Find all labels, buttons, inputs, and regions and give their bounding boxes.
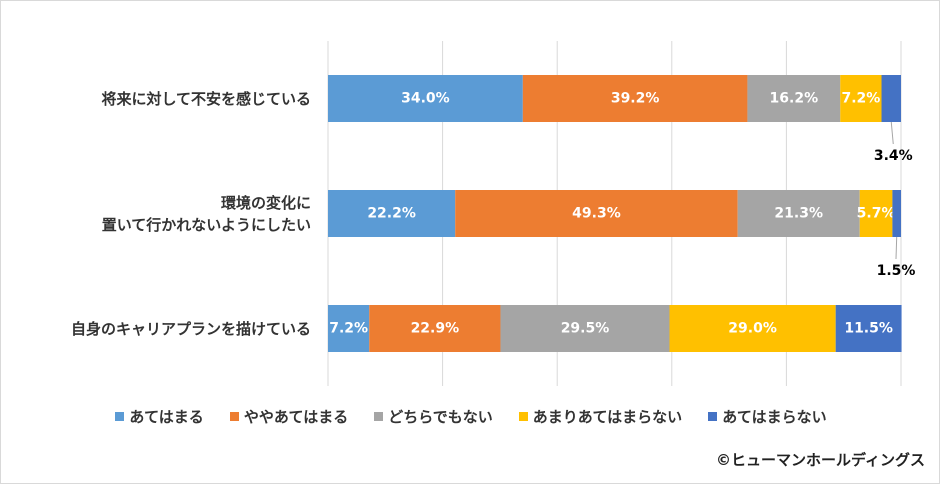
bar-segment [669, 305, 836, 352]
value-label: 34.0% [401, 91, 450, 107]
bar-segment [747, 75, 841, 122]
value-label: 3.4% [874, 148, 913, 164]
category-label: 将来に対して不安を感じている [101, 89, 311, 108]
legend-swatch [374, 412, 384, 421]
bar-segment [881, 75, 901, 122]
legend-swatch [115, 412, 125, 421]
legend: あてはまる ややあてはまる どちらでもない あまりあてはまらない あてはまらない [1, 406, 939, 427]
bar-segment [500, 305, 670, 352]
legend-item: どちらでもない [374, 406, 493, 427]
value-label: 7.2% [329, 321, 368, 337]
leader-line [890, 121, 894, 145]
value-label: 22.2% [367, 206, 416, 222]
bar-segment [859, 190, 893, 237]
bar-segment [840, 75, 882, 122]
bar-segment [522, 75, 748, 122]
legend-label: あてはまる [129, 408, 204, 426]
bar-segment [892, 190, 901, 237]
value-label: 39.2% [611, 91, 660, 107]
value-label: 1.5% [877, 263, 916, 279]
value-label: 11.5% [844, 321, 893, 337]
value-label: 21.3% [774, 206, 823, 222]
value-label: 5.7% [857, 206, 896, 222]
legend-swatch [708, 412, 718, 421]
legend-swatch [518, 412, 528, 421]
value-label: 22.9% [411, 321, 460, 337]
value-label: 7.2% [841, 91, 880, 107]
bar-segment [455, 190, 738, 237]
bar-segment [328, 305, 370, 352]
value-label: 29.0% [728, 321, 777, 337]
category-label: 環境の変化に 置いて行かれないようにしたい [101, 193, 311, 234]
bar-segment [328, 75, 523, 122]
value-label: 29.5% [561, 321, 610, 337]
legend-label: あまりあてはまらない [532, 408, 683, 426]
legend-item: ややあてはまる [229, 406, 349, 427]
bar-segment [737, 190, 860, 237]
legend-item: あまりあてはまらない [518, 406, 683, 427]
legend-item: あてはまる [115, 406, 204, 427]
bar-segment [369, 305, 501, 352]
legend-item: あてはまらない [708, 406, 827, 427]
category-label: 自身のキャリアプランを描けている [70, 319, 311, 338]
legend-swatch [229, 412, 239, 421]
value-label: 16.2% [770, 91, 819, 107]
bar-segment [328, 190, 456, 237]
leader-line [895, 236, 898, 260]
legend-label: ややあてはまる [243, 408, 349, 426]
bar-segment [835, 305, 902, 352]
legend-label: あてはまらない [722, 408, 827, 426]
source: ©ヒューマンホールディングス [716, 451, 925, 469]
legend-label: どちらでもない [388, 408, 493, 426]
value-label: 49.3% [572, 206, 621, 222]
